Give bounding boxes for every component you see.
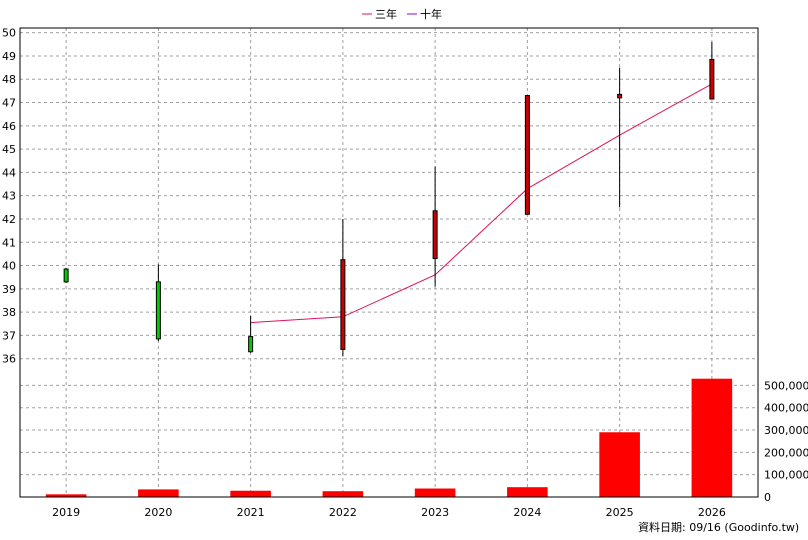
volume-tick-label: 400,000 [764,402,808,415]
legend-label: 十年 [420,7,442,21]
price-tick-label: 39 [2,283,16,296]
x-tick-label: 2021 [237,506,265,519]
price-tick-label: 44 [2,166,16,179]
candle-body [63,268,69,283]
volume-bars [45,378,733,497]
price-tick-label: 36 [2,353,16,366]
candle-body [340,259,346,350]
axes: 36 37 38 39 40 41 42 43 44 45 46 47 48 49 50 0 100,000 20… [2,27,808,519]
legend-label: 三年 [375,7,397,21]
x-tick-label: 2020 [144,506,172,519]
moving-average-lines [250,83,713,324]
volume-tick-label: 0 [764,491,771,504]
volume-tick-label: 100,000 [764,469,808,482]
x-tick-label: 2019 [52,506,80,519]
candle-body [155,281,161,340]
volume-bar [138,489,179,497]
candle-body [709,58,715,100]
volume-bar [322,491,364,497]
volume-bar [691,378,733,497]
legend: 三年 十年 [362,7,442,21]
price-tick-label: 41 [2,236,16,249]
price-tick-label: 45 [2,143,16,156]
candle-body [432,210,438,260]
grid [20,28,758,498]
price-tick-label: 47 [2,97,16,110]
price-tick-label: 50 [2,27,16,40]
volume-bar [230,490,271,497]
price-tick-label: 43 [2,190,16,203]
price-tick-label: 46 [2,120,16,133]
x-tick-label: 2026 [698,506,726,519]
price-tick-label: 37 [2,329,16,342]
volume-tick-label: 300,000 [764,424,808,437]
volume-tick-label: 500,000 [764,379,808,392]
footer-text: 資料日期: 09/16 (Goodinfo.tw) [638,520,799,534]
plot-frame [19,27,759,498]
candle-body [524,95,530,215]
price-tick-label: 40 [2,260,16,273]
x-tick-label: 2024 [513,506,541,519]
volume-bar [599,432,640,497]
candles [63,41,715,357]
price-tick-label: 49 [2,50,16,63]
price-tick-label: 48 [2,73,16,86]
price-tick-label: 38 [2,306,16,319]
volume-bar [45,494,87,497]
x-tick-label: 2022 [329,506,357,519]
candle-body [617,93,623,99]
volume-tick-label: 200,000 [764,446,808,459]
candle-body [248,336,254,353]
volume-bar [414,488,456,497]
x-tick-label: 2023 [421,506,449,519]
ma-line [250,83,713,324]
volume-bar [507,487,548,497]
x-tick-label: 2025 [606,506,634,519]
price-tick-label: 42 [2,213,16,226]
